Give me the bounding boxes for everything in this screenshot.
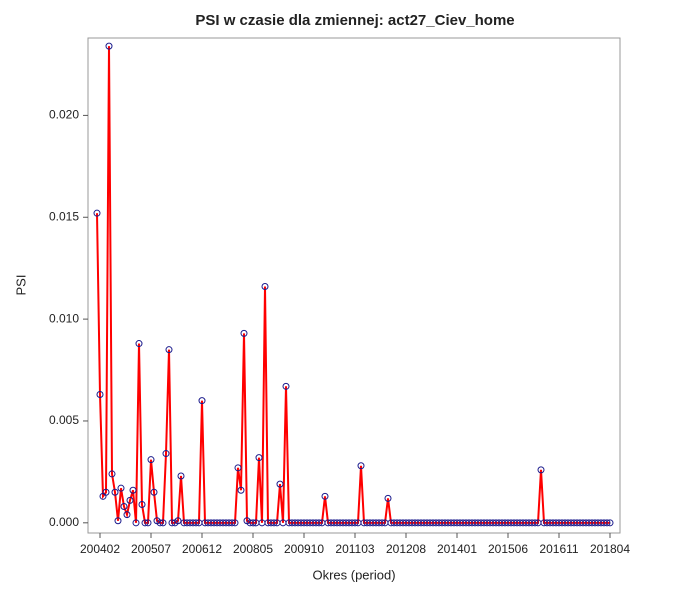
data-point [105,42,113,50]
data-point [198,397,206,405]
x-tick-label: 201611 [539,542,578,556]
x-tick-label: 201208 [386,542,426,556]
data-point [129,486,137,494]
data-point [126,496,134,504]
data-point [111,488,119,496]
data-point [165,346,173,354]
data-point [135,340,143,348]
data-point [384,494,392,502]
data-point [123,511,131,519]
data-point [357,462,365,470]
x-tick-label: 201506 [488,542,528,556]
data-point [282,382,290,390]
data-point [93,209,101,217]
x-tick-label: 200612 [182,542,222,556]
data-point [237,486,245,494]
y-tick-label: 0.020 [49,108,79,122]
y-tick-label: 0.005 [49,413,79,427]
chart-title: PSI w czasie dla zmiennej: act27_Ciev_ho… [195,12,514,29]
data-point [234,464,242,472]
data-point [138,500,146,508]
data-point [177,472,185,480]
data-point [228,519,236,527]
x-axis-label: Okres (period) [312,567,395,582]
data-point [144,519,152,527]
y-tick-label: 0.010 [49,311,79,325]
data-point [606,519,614,527]
x-tick-label: 200402 [80,542,120,556]
data-point [132,519,140,527]
data-point [378,519,386,527]
data-point [162,450,170,458]
data-point [255,454,263,462]
data-point [240,329,248,337]
data-point [174,517,182,525]
data-point [150,488,158,496]
data-point [270,519,278,527]
data-point [276,480,284,488]
data-point [141,519,149,527]
data-point [117,484,125,492]
plot-frame [87,37,621,534]
x-tick-label: 200805 [233,542,273,556]
data-point [168,519,176,527]
x-tick-label: 200507 [131,542,171,556]
x-tick-label: 201103 [335,542,374,556]
data-point [537,466,545,474]
data-line [96,46,610,524]
data-point [96,390,104,398]
data-point [102,488,110,496]
data-point [351,519,359,527]
data-point [147,456,155,464]
data-point [114,517,122,525]
data-point [156,519,164,527]
data-point [108,470,116,478]
data-point [531,519,539,527]
x-tick-label: 200910 [284,542,324,556]
y-axis-label: PSI [13,275,28,296]
data-point [261,283,269,291]
x-tick-label: 201804 [590,542,630,556]
y-tick-label: 0.000 [49,515,79,529]
data-point [321,492,329,500]
data-point [315,519,323,527]
data-point [192,519,200,527]
data-point [120,503,128,511]
x-tick-label: 201401 [437,542,477,556]
data-point [159,519,167,527]
data-point [249,519,257,527]
data-point [231,519,239,527]
y-tick-label: 0.015 [49,209,79,223]
data-point [603,519,611,527]
